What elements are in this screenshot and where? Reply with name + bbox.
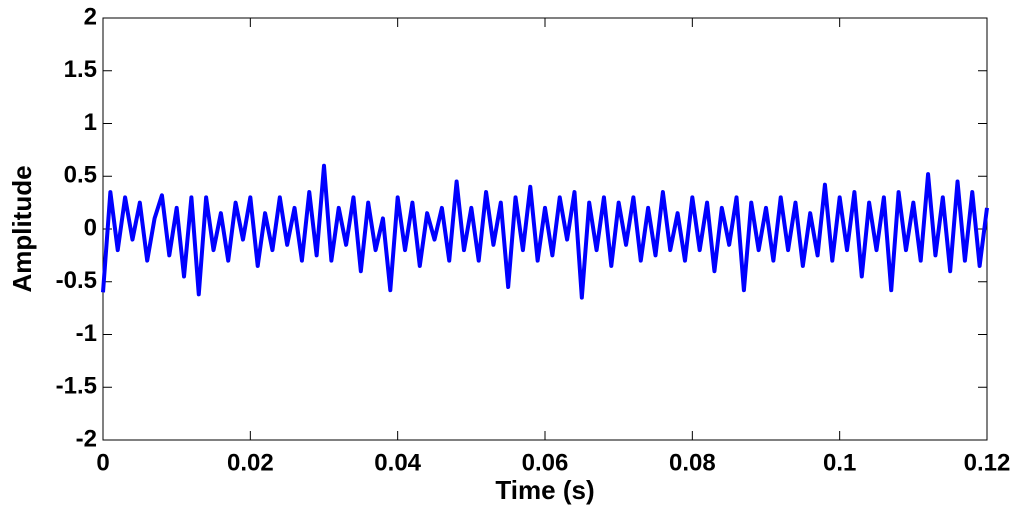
y-tick-label: -2: [76, 425, 97, 452]
y-axis-label: Amplitude: [7, 165, 37, 292]
x-tick-label: 0.02: [227, 449, 274, 476]
x-axis-label: Time (s): [495, 475, 594, 505]
y-tick-label: -0.5: [56, 267, 97, 294]
x-tick-label: 0.08: [669, 449, 716, 476]
x-tick-label: 0.1: [823, 449, 856, 476]
x-tick-label: 0.04: [374, 449, 421, 476]
x-tick-label: 0: [96, 449, 109, 476]
y-tick-label: 1.5: [64, 56, 97, 83]
x-tick-label: 0.12: [964, 449, 1011, 476]
y-tick-label: -1.5: [56, 373, 97, 400]
y-tick-label: -1: [76, 320, 97, 347]
y-tick-label: 1: [84, 109, 97, 136]
signal-line: [101, 163, 989, 300]
y-tick-label: 0.5: [64, 162, 97, 189]
y-tick-label: 0: [84, 214, 97, 241]
x-tick-label: 0.06: [522, 449, 569, 476]
y-tick-label: 2: [84, 3, 97, 30]
plot-area: [102, 17, 988, 441]
